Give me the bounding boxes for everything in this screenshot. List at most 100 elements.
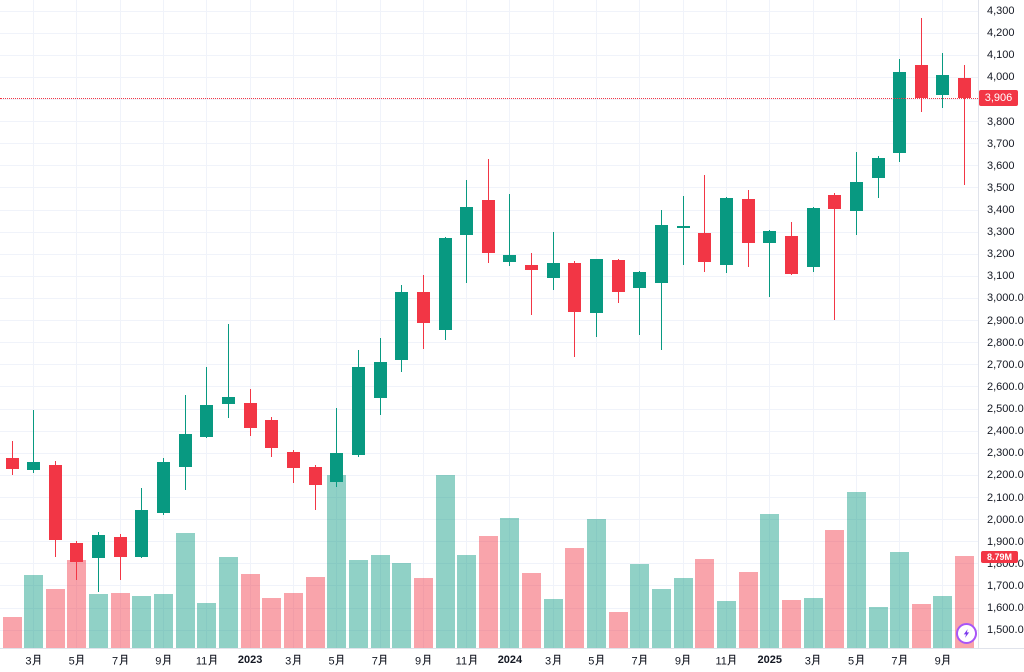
volume-bar[interactable]	[283, 592, 303, 648]
time-axis[interactable]: 3 5 7 9 11 2023 3 5 7 9 11 2024 3 5 7 9 11 2025 3 5 7 9	[0, 648, 1024, 672]
gridline-vertical	[249, 0, 251, 648]
volume-bar[interactable]	[868, 607, 888, 648]
gridline-vertical	[163, 0, 165, 648]
gridline-vertical	[812, 0, 814, 648]
volume-bar[interactable]	[630, 564, 650, 648]
gridline-vertical	[725, 0, 727, 648]
volume-bar[interactable]	[197, 602, 217, 648]
price-axis-label: 2,300.0	[987, 447, 1024, 460]
volume-bar[interactable]	[262, 597, 282, 648]
volume-bar[interactable]	[543, 598, 563, 648]
candle-body	[936, 75, 950, 96]
candle-body	[806, 208, 820, 268]
volume-bar[interactable]	[716, 600, 736, 648]
volume-bar[interactable]	[45, 589, 65, 648]
candle-wick	[531, 253, 533, 316]
gridline-vertical	[509, 0, 511, 648]
time-axis-label: 3	[531, 654, 575, 668]
time-axis-label: 7	[878, 654, 922, 668]
volume-bar[interactable]	[305, 576, 325, 648]
price-axis-label: 4,300	[987, 5, 1015, 17]
gridline-vertical	[899, 0, 901, 648]
volume-bar[interactable]	[67, 560, 87, 648]
candle-body	[914, 64, 928, 99]
gridline-horizontal	[0, 629, 978, 631]
price-axis[interactable]: 4,300 4,200 4,100 4,000 3,800 3,700 3,600 3,500…	[978, 0, 1024, 648]
volume-bar[interactable]	[695, 559, 715, 648]
price-axis-label: 2,700.0	[987, 358, 1024, 371]
gridline-vertical	[379, 0, 381, 648]
candle-body	[416, 291, 430, 323]
gridline-horizontal	[0, 165, 978, 167]
chart-pane[interactable]	[0, 0, 978, 648]
volume-bar[interactable]	[435, 475, 455, 648]
price-axis-label: 2,800.0	[987, 336, 1024, 349]
candle-body	[5, 458, 19, 470]
candle-body	[351, 367, 365, 456]
volume-bar[interactable]	[760, 514, 780, 648]
volume-bar[interactable]	[803, 597, 823, 648]
volume-bar[interactable]	[219, 556, 238, 648]
candle-body	[135, 509, 149, 557]
time-axis-label: 9	[142, 654, 186, 668]
candle-body	[157, 462, 171, 513]
volume-bar[interactable]	[392, 563, 412, 648]
candle-wick	[314, 465, 316, 510]
volume-bar[interactable]	[890, 551, 910, 648]
candle-body	[481, 200, 495, 254]
volume-bar[interactable]	[240, 573, 260, 648]
volume-bar[interactable]	[565, 547, 585, 648]
candle-wick	[682, 196, 684, 266]
volume-bar[interactable]	[24, 574, 44, 648]
volume-bar[interactable]	[457, 554, 477, 648]
volume-bar[interactable]	[413, 577, 433, 648]
volume-bar[interactable]	[370, 554, 390, 648]
candle-body	[568, 263, 582, 313]
last-volume-badge: 8.79M	[981, 551, 1018, 563]
volume-bar[interactable]	[132, 595, 152, 648]
volume-bar[interactable]	[846, 492, 866, 648]
gridline-horizontal	[0, 430, 978, 432]
gridline-horizontal	[0, 474, 978, 476]
volume-bar[interactable]	[154, 593, 174, 648]
volume-bar[interactable]	[110, 592, 130, 648]
volume-bar[interactable]	[89, 593, 109, 648]
volume-bar[interactable]	[652, 589, 671, 648]
volume-bar[interactable]	[911, 604, 931, 648]
time-axis-label: 5	[55, 654, 99, 668]
volume-bar[interactable]	[2, 616, 22, 648]
volume-bar[interactable]	[175, 532, 195, 648]
candle-body	[438, 238, 452, 331]
volume-bar[interactable]	[608, 612, 628, 648]
volume-bar[interactable]	[933, 595, 953, 648]
time-axis-label: 7	[98, 654, 142, 668]
volume-bar[interactable]	[587, 519, 607, 648]
time-axis-label: 11	[185, 654, 229, 668]
volume-bar[interactable]	[825, 529, 845, 648]
gridline-horizontal	[0, 563, 978, 565]
gridline-horizontal	[0, 253, 978, 255]
candle-body	[958, 78, 972, 99]
volume-bar[interactable]	[738, 571, 758, 648]
volume-bar[interactable]	[781, 599, 801, 648]
candle-body	[763, 231, 777, 243]
time-axis-label: 9	[921, 654, 965, 668]
candle-wick	[704, 175, 706, 272]
volume-bar[interactable]	[327, 475, 347, 648]
chart-logo-button[interactable]	[956, 623, 977, 644]
volume-bar[interactable]	[673, 577, 693, 648]
candle-body	[676, 225, 690, 228]
gridline-horizontal	[0, 607, 978, 609]
gridline-horizontal	[0, 54, 978, 56]
candle-wick	[206, 367, 208, 438]
gridline-horizontal	[0, 342, 978, 344]
price-axis-label: 3,400	[987, 204, 1015, 217]
volume-bar[interactable]	[500, 518, 520, 648]
time-axis-label: 5	[834, 654, 878, 668]
volume-bar[interactable]	[522, 572, 542, 648]
volume-bar[interactable]	[348, 560, 368, 648]
price-axis-label: 2,900.0	[987, 314, 1024, 327]
gridline-vertical	[33, 0, 35, 648]
volume-bar[interactable]	[478, 536, 498, 648]
